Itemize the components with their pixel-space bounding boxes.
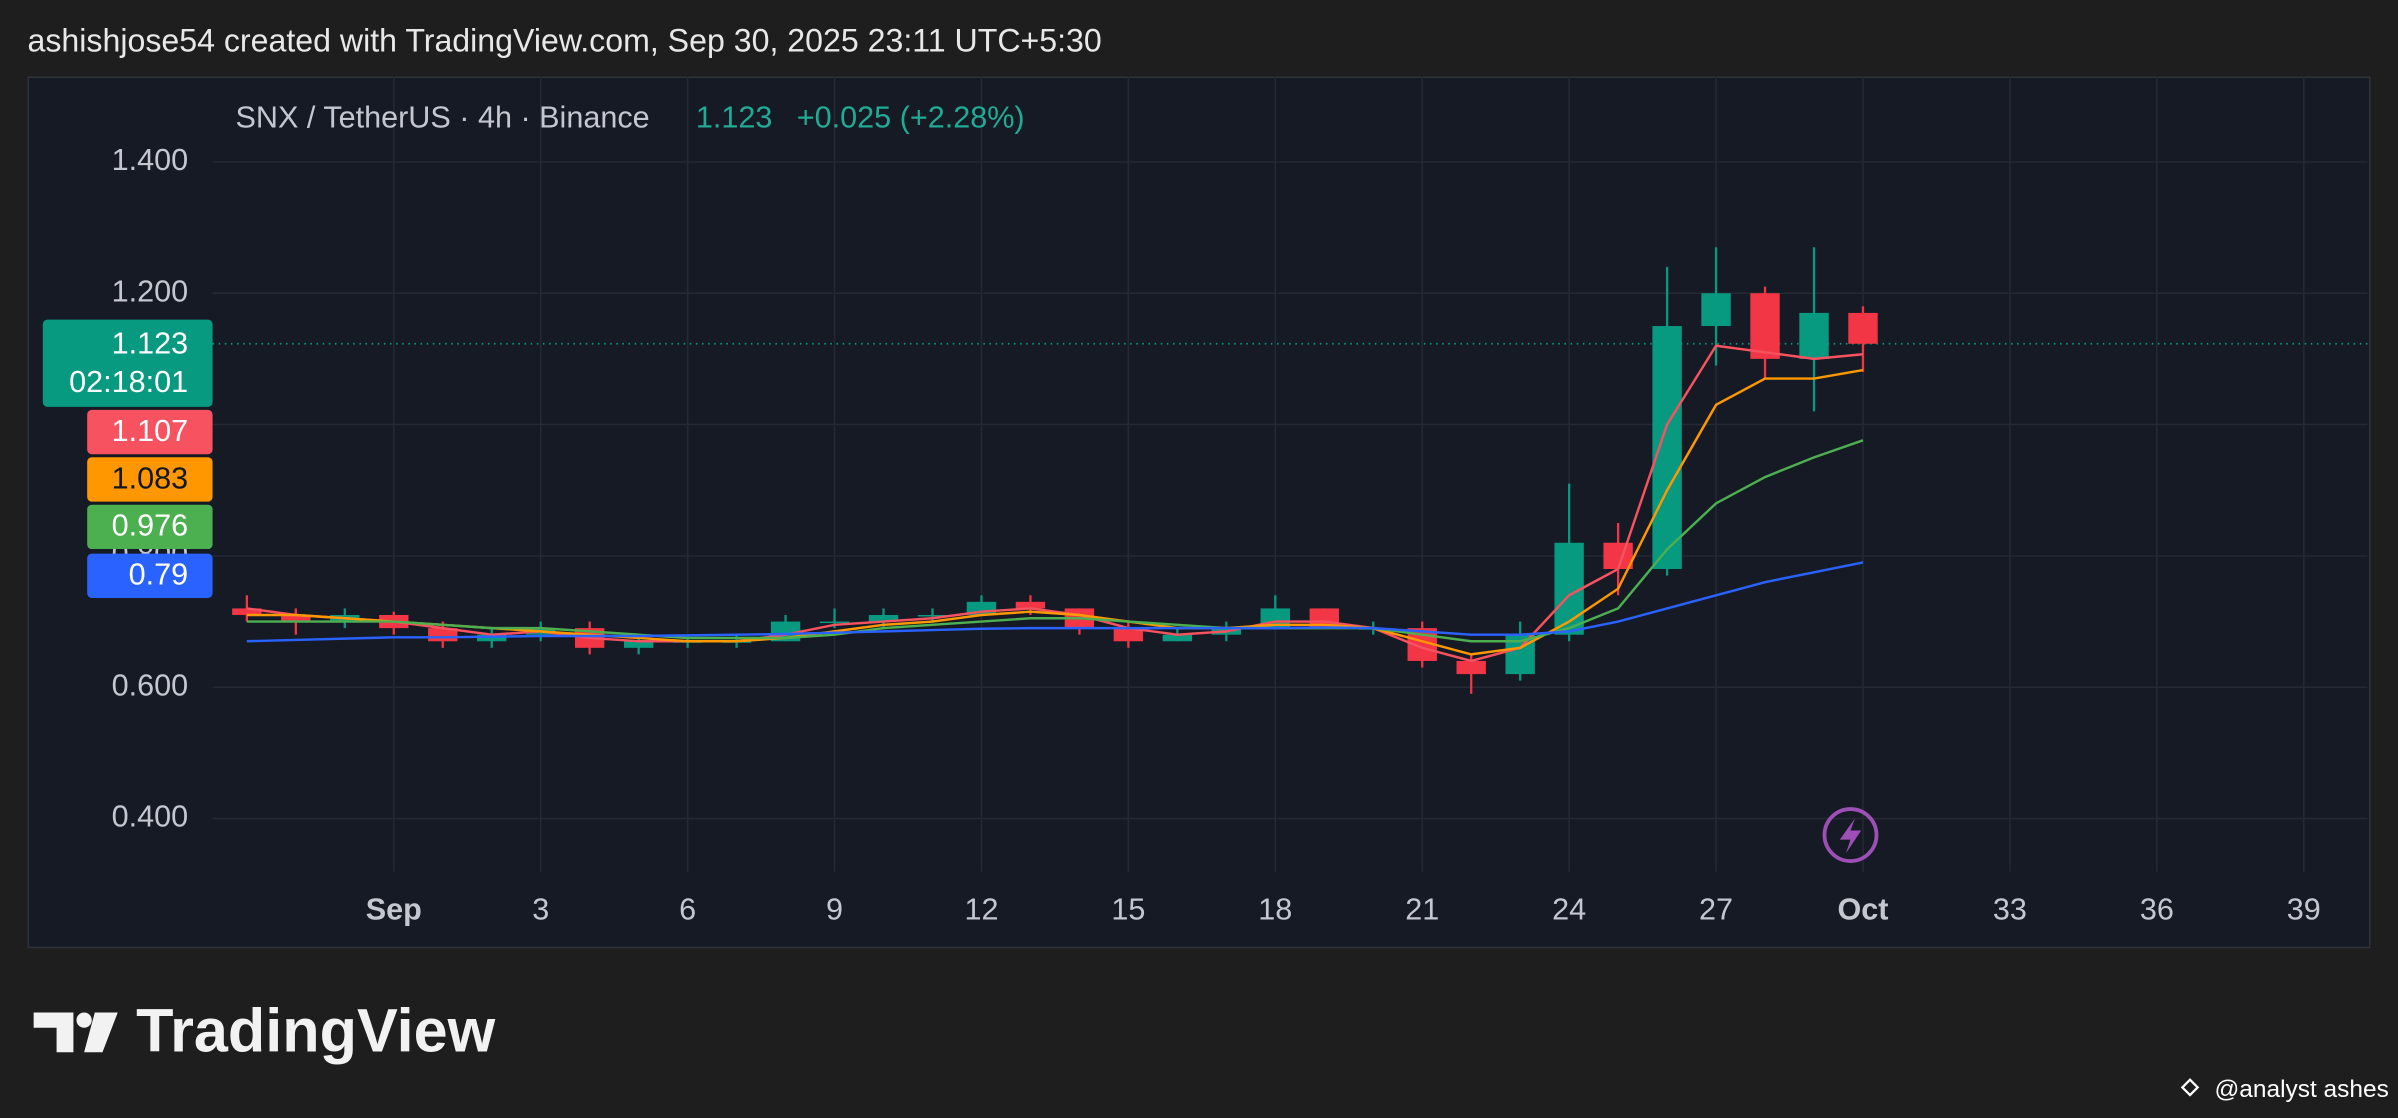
symbol-title: SNX / TetherUS · 4h · Binance bbox=[236, 100, 650, 134]
credit-icon bbox=[2180, 1078, 2200, 1097]
price-tag-value: 1.123 bbox=[112, 327, 189, 361]
x-tick-label: Oct bbox=[1837, 893, 1888, 927]
x-tick-label: 6 bbox=[679, 893, 696, 927]
price-tag bbox=[42, 319, 213, 407]
price-tag-countdown: 02:18:01 bbox=[69, 365, 188, 399]
x-tick-label: 33 bbox=[1993, 893, 2027, 927]
y-tick-label: 1.200 bbox=[112, 274, 189, 308]
candle-body bbox=[917, 614, 948, 617]
candle-body bbox=[232, 608, 262, 615]
candle-body bbox=[281, 614, 311, 622]
candle-body bbox=[1113, 628, 1144, 642]
ma-tag bbox=[87, 409, 213, 455]
logo-text: TradingView bbox=[136, 997, 496, 1065]
moving-average bbox=[246, 344, 1864, 663]
x-tick-label: 12 bbox=[964, 893, 998, 927]
x-tick-label: 15 bbox=[1111, 893, 1145, 927]
ma-tag-value: 1.083 bbox=[112, 461, 189, 495]
x-tick-label: Sep bbox=[366, 893, 422, 927]
moving-average bbox=[246, 561, 1864, 643]
plot bbox=[212, 76, 2368, 872]
candle-body bbox=[1701, 293, 1731, 327]
y-tick-label: 0.400 bbox=[112, 800, 189, 834]
candle-body bbox=[1750, 293, 1780, 359]
x-tick-label: 21 bbox=[1405, 893, 1439, 927]
credit: @analyst ashes bbox=[2214, 1076, 2388, 1103]
chart-panel bbox=[27, 76, 2371, 949]
candle-body bbox=[1603, 542, 1633, 570]
ma-tag bbox=[87, 457, 213, 502]
header: ashishjose54 created with TradingView.co… bbox=[28, 22, 1102, 58]
x-tick-label: 9 bbox=[826, 893, 843, 927]
ma-tag bbox=[87, 504, 213, 550]
candle-body bbox=[477, 634, 507, 642]
x-tick-label: 24 bbox=[1552, 893, 1586, 927]
moving-average bbox=[246, 368, 1864, 656]
logo-icon bbox=[33, 1012, 118, 1053]
x-tick-label: 39 bbox=[2287, 893, 2321, 927]
x-tick-label: 3 bbox=[532, 893, 549, 927]
x-tick-label: 18 bbox=[1258, 893, 1292, 927]
candle-body bbox=[868, 614, 899, 622]
alert-icon[interactable] bbox=[1822, 807, 1879, 863]
x-tick-label: 36 bbox=[2140, 893, 2174, 927]
candle-body bbox=[1799, 312, 1829, 359]
candle-body bbox=[1015, 601, 1046, 609]
candle-body bbox=[1162, 634, 1193, 642]
ma-tag bbox=[87, 553, 213, 598]
legend-change: +0.025 (+2.28%) bbox=[797, 100, 1025, 134]
candle-body bbox=[1848, 312, 1878, 344]
moving-average bbox=[246, 439, 1864, 643]
candle-body bbox=[1652, 326, 1682, 570]
y-tick-label: 0.600 bbox=[112, 668, 189, 702]
y-tick-label: 1.400 bbox=[112, 143, 189, 177]
lightning bbox=[1839, 818, 1862, 854]
x-tick-label: 27 bbox=[1699, 893, 1733, 927]
ma-tag-value: 0.976 bbox=[112, 509, 189, 543]
ma-tag-value: 1.107 bbox=[112, 414, 189, 448]
candle-body bbox=[1456, 660, 1486, 675]
candle-body bbox=[819, 621, 850, 624]
legend-price: 1.123 bbox=[696, 100, 773, 134]
ma-tag-value: 0.79 bbox=[129, 558, 189, 592]
candle-body bbox=[623, 641, 654, 648]
